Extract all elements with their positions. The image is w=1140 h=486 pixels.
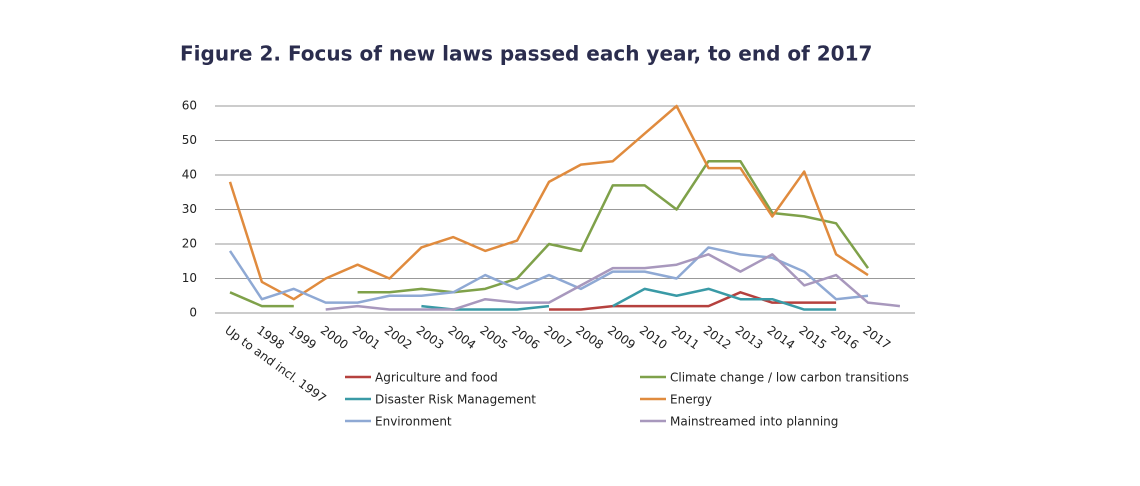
x-tick-label: 2009 — [605, 323, 638, 352]
chart-title: Figure 2. Focus of new laws passed each … — [180, 42, 872, 66]
y-tick-label: 10 — [182, 271, 197, 285]
x-tick-label: 2011 — [669, 323, 702, 352]
y-tick-label: 50 — [182, 133, 197, 147]
legend-label: Disaster Risk Management — [375, 393, 536, 407]
series-line — [228, 246, 869, 304]
y-tick-label: 40 — [182, 168, 197, 182]
x-tick-label: 2001 — [350, 323, 383, 352]
series-line — [228, 104, 869, 301]
series-line — [325, 253, 901, 311]
legend-label: Mainstreamed into planning — [670, 415, 838, 429]
x-tick-label: 2005 — [477, 323, 510, 352]
series-line — [549, 291, 837, 311]
series-line — [229, 291, 294, 308]
series-line — [612, 287, 837, 311]
x-tick-label: 2004 — [445, 323, 478, 352]
y-tick-label: 0 — [189, 306, 197, 320]
x-tick-label: 2002 — [382, 323, 415, 352]
x-tick-label: 2014 — [764, 323, 797, 352]
legend-label: Agriculture and food — [375, 371, 498, 385]
x-tick-label: 2003 — [414, 323, 447, 352]
x-tick-label: 2007 — [541, 323, 574, 352]
legend-label: Energy — [670, 393, 712, 407]
x-tick-label: 2012 — [701, 323, 734, 352]
x-tick-label: 2010 — [637, 323, 670, 352]
x-tick-label: 2006 — [509, 323, 542, 352]
y-tick-label: 60 — [182, 99, 197, 113]
legend-label: Environment — [375, 415, 452, 429]
legend-label: Climate change / low carbon transitions — [670, 371, 909, 385]
x-tick-label: 2008 — [573, 323, 606, 352]
x-tick-label: 2013 — [733, 323, 766, 352]
y-tick-label: 30 — [182, 202, 197, 216]
x-tick-label: 2000 — [318, 323, 351, 352]
series-line — [357, 159, 870, 294]
y-tick-label: 20 — [182, 237, 197, 251]
x-tick-label: 2016 — [828, 323, 861, 352]
x-tick-label: 1999 — [286, 323, 319, 352]
x-tick-label: 2017 — [860, 323, 893, 352]
x-tick-label: 2015 — [796, 323, 829, 352]
